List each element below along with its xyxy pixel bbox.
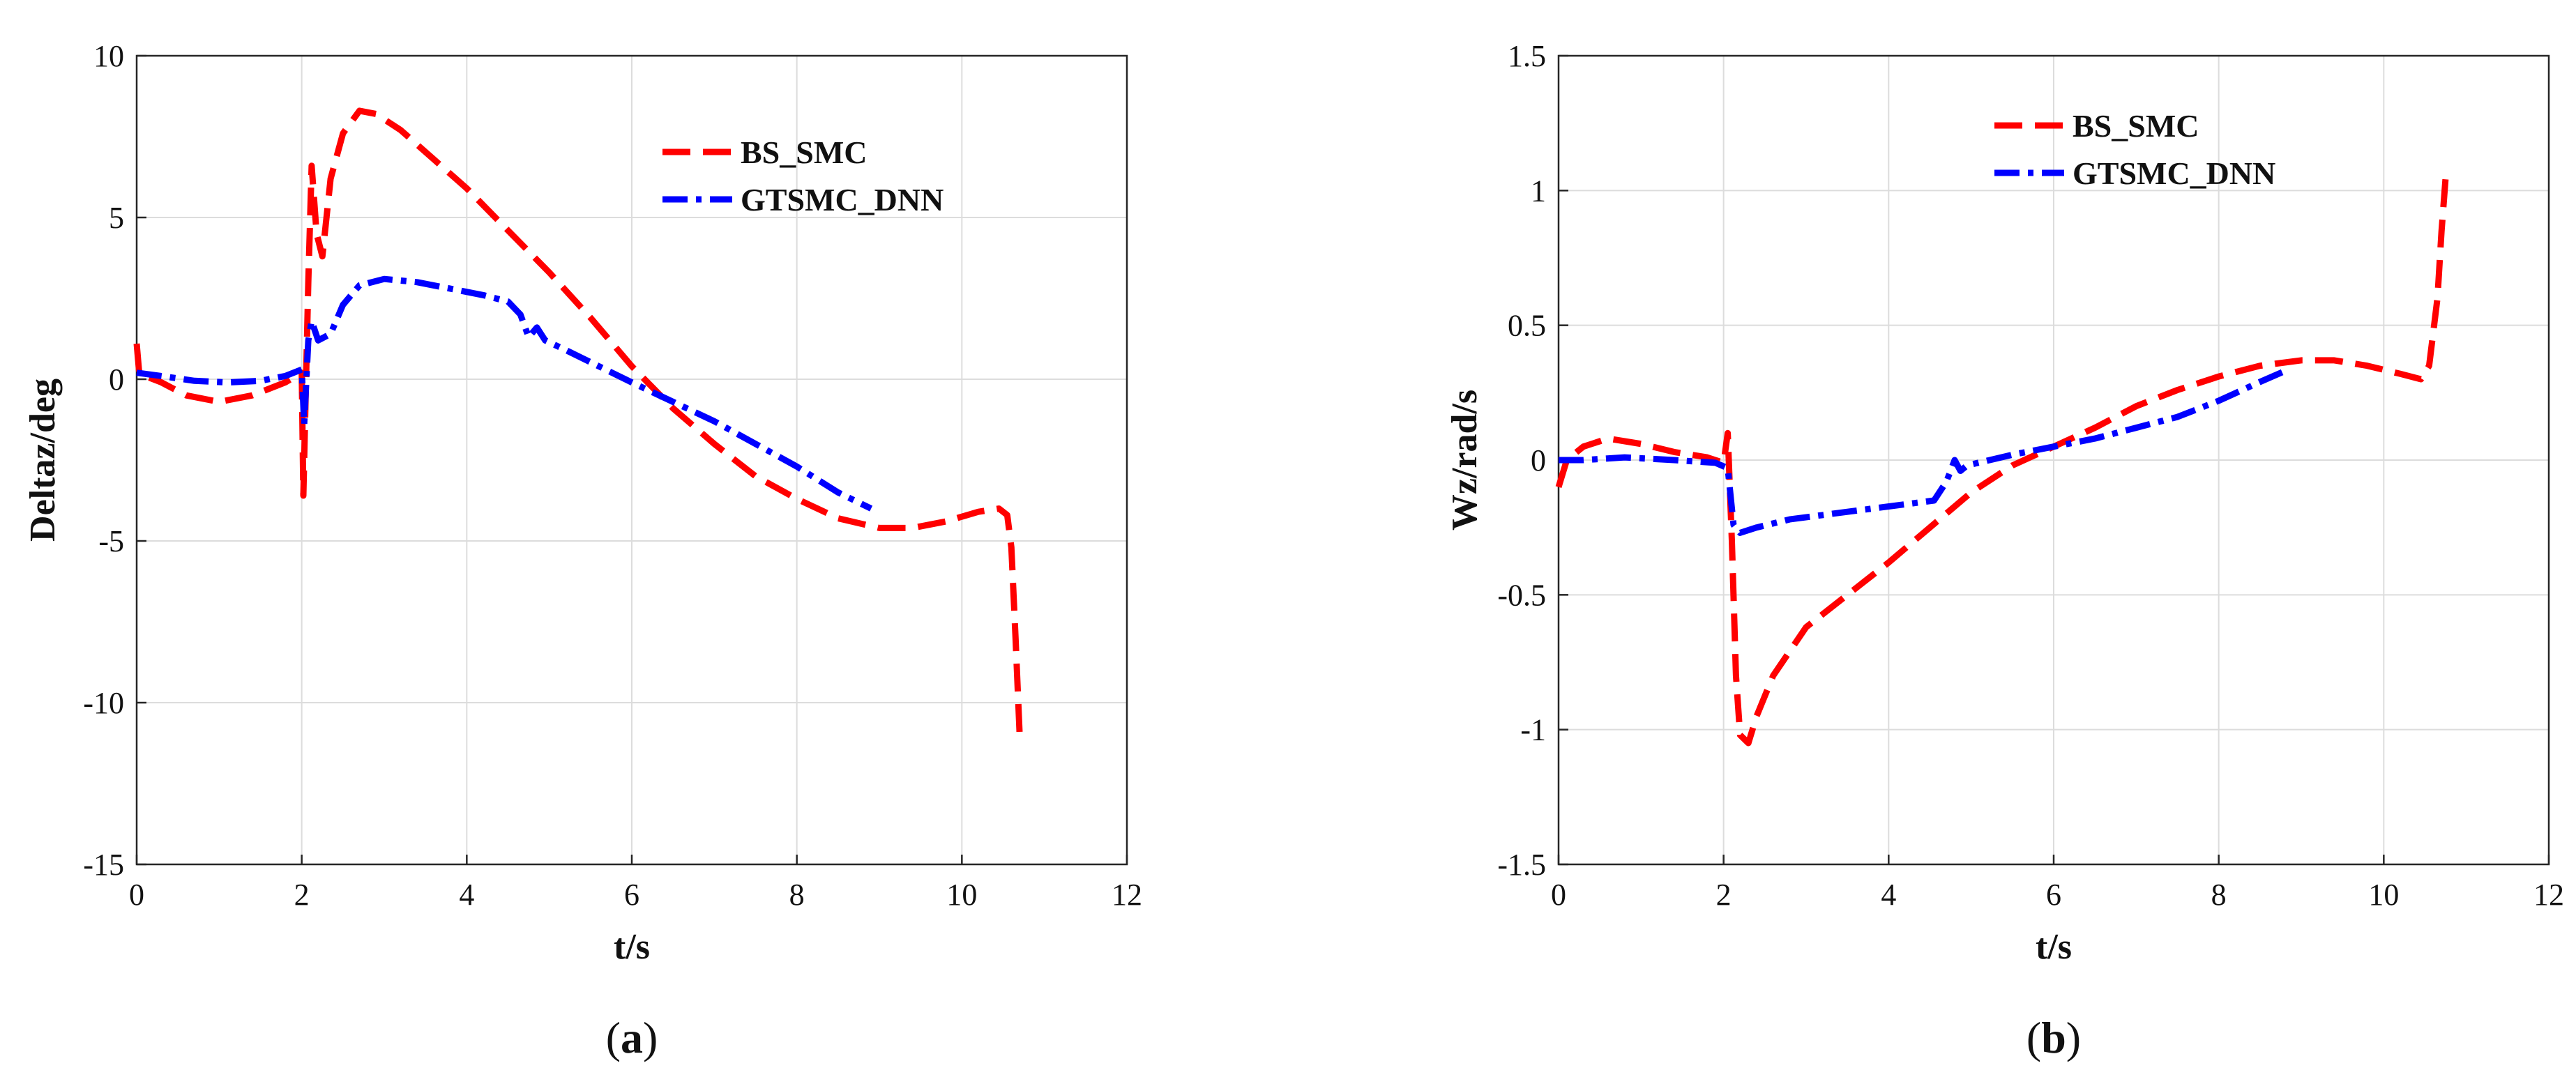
x-tick-label: 8 bbox=[2211, 878, 2227, 912]
x-axis-label: t/s bbox=[614, 927, 650, 967]
x-tick-label: 6 bbox=[624, 878, 639, 912]
series-line-bs-smc bbox=[1555, 176, 2449, 747]
y-tick-label: 10 bbox=[93, 39, 124, 73]
y-tick-label: -0.5 bbox=[1497, 578, 1546, 612]
series-line-bs-smc bbox=[133, 107, 1023, 735]
legend-label: BS_SMC bbox=[2073, 108, 2199, 144]
x-tick-label: 4 bbox=[459, 878, 474, 912]
caption-paren-close: ) bbox=[2066, 1013, 2081, 1062]
caption-paren-close: ) bbox=[643, 1013, 658, 1062]
y-axis-label: Deltaz/deg bbox=[23, 379, 63, 542]
y-tick-label: -1 bbox=[1520, 713, 1546, 747]
x-tick-label: 8 bbox=[789, 878, 805, 912]
series-line-gtsmc-dnn bbox=[1559, 368, 2287, 536]
caption-letter: a bbox=[621, 1013, 643, 1062]
x-tick-label: 12 bbox=[2533, 878, 2564, 912]
y-tick-label: -1.5 bbox=[1497, 848, 1546, 882]
y-tick-label: 1 bbox=[1531, 174, 1546, 208]
legend-label: GTSMC_DNN bbox=[2073, 155, 2275, 191]
y-tick-label: -5 bbox=[98, 524, 124, 558]
x-tick-label: 12 bbox=[1112, 878, 1142, 912]
x-tick-label: 10 bbox=[946, 878, 977, 912]
panel-b: 0 2 4 6 8 10 12 -1.5 -1 -0.5 0 0.5 1 1.5 t/s Wz/rad/s BS… bbox=[1445, 39, 2564, 1062]
panel-a: 0 2 4 6 8 10 12 -15 -10 -5 0 5 10 t/s Deltaz/deg BS_SMC… bbox=[23, 39, 1142, 1062]
x-tick-label: 4 bbox=[1881, 878, 1896, 912]
legend-label: BS_SMC bbox=[741, 135, 867, 170]
legend-label: GTSMC_DNN bbox=[741, 182, 944, 217]
x-axis-label: t/s bbox=[2036, 927, 2072, 967]
y-tick-label: -15 bbox=[83, 848, 124, 882]
panel-caption: (b) bbox=[2026, 1013, 2081, 1062]
x-tick-label: 10 bbox=[2368, 878, 2399, 912]
x-tick-label: 6 bbox=[2046, 878, 2061, 912]
y-tick-label: -10 bbox=[83, 686, 124, 720]
panel-caption: (a) bbox=[606, 1013, 658, 1062]
x-tick-label: 0 bbox=[1551, 878, 1566, 912]
y-tick-label: 1.5 bbox=[1508, 39, 1546, 73]
x-tick-label: 2 bbox=[294, 878, 310, 912]
y-tick-label: 0 bbox=[1531, 443, 1546, 478]
x-tick-label: 2 bbox=[1716, 878, 1732, 912]
caption-paren-open: ( bbox=[2026, 1013, 2041, 1062]
y-tick-label: 0.5 bbox=[1508, 309, 1546, 343]
x-tick-label: 0 bbox=[129, 878, 144, 912]
caption-letter: b bbox=[2041, 1013, 2066, 1062]
series-line-gtsmc-dnn bbox=[136, 275, 873, 512]
y-tick-label: 0 bbox=[109, 362, 124, 397]
y-tick-label: 5 bbox=[109, 201, 124, 235]
caption-paren-open: ( bbox=[606, 1013, 621, 1062]
y-axis-label: Wz/rad/s bbox=[1445, 390, 1485, 530]
